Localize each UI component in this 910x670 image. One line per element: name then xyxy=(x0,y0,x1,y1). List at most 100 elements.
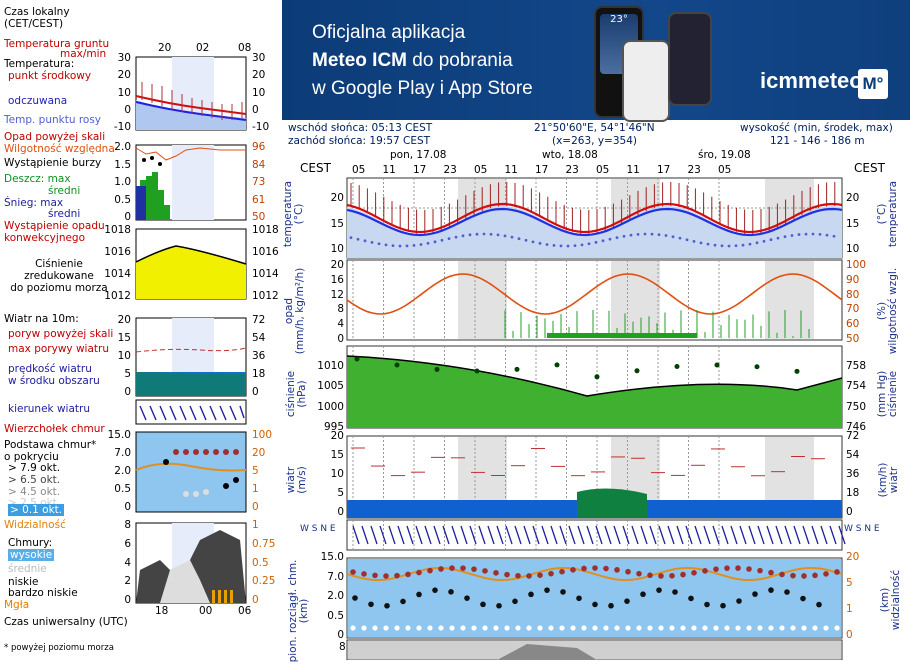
legend-cl-tick-left-2: 4 xyxy=(124,556,131,569)
legend-press-tick-right-3: 1012 xyxy=(252,290,279,302)
cloud-tick-left-3: 0.5 xyxy=(327,609,344,622)
legend-temp-tick-left-1: 20 xyxy=(117,69,131,82)
legend-wind-speed: prędkość wiatru w środku obszaru xyxy=(8,363,100,387)
legend-rain-mean: średni xyxy=(48,185,81,197)
legend-cloud-tick-left-4: 0 xyxy=(124,501,131,513)
legend-cloud-tick-left-3: 0.5 xyxy=(114,483,131,495)
legend-pressure: Ciśnienie zredukowane do poziomu morza xyxy=(10,258,108,294)
precip-tick-right-5: 50 xyxy=(846,333,860,345)
legend-cloud-tick-left-0: 15.0 xyxy=(107,429,131,441)
banner-line3: w Google Play i App Store xyxy=(312,78,533,99)
wind-dir-label-left: W S N E xyxy=(300,524,336,534)
legend-clouds: Chmury: xyxy=(8,537,53,549)
hour-tick-1: 11 xyxy=(382,164,396,176)
legend-cloud-tick-right-0: 100 xyxy=(252,429,273,441)
cloud-tick-right-2: 1 xyxy=(846,603,853,615)
press-tick-right-1: 754 xyxy=(846,380,867,393)
legend-press-tick-right-2: 1014 xyxy=(252,268,279,280)
cloud-tick-right-0: 20 xyxy=(846,551,860,563)
wind-dir-label-right: W S N E xyxy=(844,524,880,534)
precip-tick-right-3: 70 xyxy=(846,303,860,316)
banner-line1: Oficjalna aplikacja xyxy=(312,22,466,43)
legend-footnote: * powyżej poziomu morza xyxy=(4,643,114,653)
temp-tick-right-0: 20 xyxy=(846,192,860,204)
legend-precip-tick-right-3: 61 xyxy=(252,193,266,206)
cloud-tick-right-1: 5 xyxy=(846,577,853,589)
app-promo-banner[interactable]: Oficjalna aplikacja Meteo ICM do pobrani… xyxy=(282,0,910,122)
cloud-axis-left: pion. rozciągł. chm. (km) xyxy=(287,559,310,663)
meteogram xyxy=(346,177,846,660)
legend-temp-tick-right-3: 0 xyxy=(252,103,259,116)
legend-temp-tick-right-2: 10 xyxy=(252,86,266,99)
hour-tick-8: 05 xyxy=(596,164,610,176)
legend-cl-tick-right-1: 0.75 xyxy=(252,537,276,550)
legend-temperature: Temperatura: xyxy=(4,58,75,70)
cloud-axis-right: (km) widzialność xyxy=(879,569,902,631)
legend-cl-tick-right-4: 0 xyxy=(252,594,259,606)
precip-tick-right-4: 60 xyxy=(846,318,860,331)
icmmeteo-logo: icmmeteo xyxy=(760,68,863,93)
legend-hour-00: 00 xyxy=(199,605,213,617)
legend-hour-08: 08 xyxy=(238,42,252,54)
legend-okta-79: > 7.9 okt. xyxy=(8,462,61,474)
press-tick-right-2: 750 xyxy=(846,400,867,413)
legend-max-gusts: max porywy wiatru xyxy=(8,343,110,355)
cloud-tick-left-0: 15.0 xyxy=(320,551,344,563)
legend-storm: Wystąpienie burzy xyxy=(4,157,102,169)
legend-fog: Mgła xyxy=(4,599,30,611)
press-tick-right-0: 758 xyxy=(846,360,867,372)
press-tick-left-0: 1010 xyxy=(317,360,344,372)
wind-tick-right-3: 18 xyxy=(846,487,860,499)
legend-wind-tick-left-3: 5 xyxy=(124,368,131,380)
banner-line2-rest: do pobrania xyxy=(407,50,513,71)
legend-wind-tick-left-4: 0 xyxy=(124,386,131,398)
phone-image-3 xyxy=(668,12,712,106)
legend-wind10: Wiatr na 10m: xyxy=(4,313,79,325)
press-tick-right-3: 746 xyxy=(846,421,867,433)
legend-precip-above: Opad powyżej skali xyxy=(4,131,106,143)
legend-visibility: Widzialność xyxy=(4,519,66,531)
legend-cloud-tick-right-2: 5 xyxy=(252,465,259,477)
precip-tick-left-0: 20 xyxy=(330,259,344,271)
temp-tick-right-1: 15 xyxy=(846,217,860,230)
wind-tick-left-1: 15 xyxy=(330,449,344,461)
legend-wind-dir: kierunek wiatru xyxy=(8,403,90,415)
legend-rel-humidity: Wilgotność względna xyxy=(4,143,115,155)
legend-snow-mean: średni xyxy=(48,208,81,220)
legend-press-tick-left-2: 1014 xyxy=(104,268,131,280)
legend-press-tick-right-0: 1018 xyxy=(252,224,279,236)
legend-wind-tick-left-1: 15 xyxy=(117,332,131,344)
legend-cloud-base: Podstawa chmur* o pokryciu xyxy=(4,439,97,463)
legend-temp-tick-left-4: -10 xyxy=(113,121,131,133)
precip-tick-right-0: 100 xyxy=(846,259,867,271)
wind-tick-left-3: 5 xyxy=(337,487,344,499)
wind-tick-left-2: 10 xyxy=(330,468,344,480)
sunrise-time: wschód słońca: 05:13 CEST xyxy=(288,122,433,134)
banner-app-name: Meteo ICM xyxy=(312,50,407,71)
legend-press-tick-left-1: 1016 xyxy=(104,246,131,258)
day-label-2: wto, 18.08 xyxy=(542,149,598,161)
legend-cloud-tick-left-1: 7.0 xyxy=(114,447,131,459)
legend-cloud-tick-right-1: 20 xyxy=(252,447,266,459)
legend-cloud-low: niskie xyxy=(8,576,39,588)
legend-wind-tick-right-3: 18 xyxy=(252,368,266,380)
legend-precip-tick-right-1: 84 xyxy=(252,158,266,171)
legend-wind-tick-left-0: 20 xyxy=(117,314,131,326)
wind-axis-left: wiatr (m/s) xyxy=(285,466,308,494)
legend-mid-point: punkt środkowy xyxy=(8,70,92,82)
wind-tick-right-1: 54 xyxy=(846,449,860,461)
hour-tick-4: 05 xyxy=(474,164,488,176)
legend-cl-tick-right-2: 0.5 xyxy=(252,556,269,569)
hour-tick-6: 17 xyxy=(535,164,549,176)
legend-press-tick-left-0: 1018 xyxy=(104,224,131,236)
wind-tick-left-4: 0 xyxy=(337,506,344,518)
temp-tick-left-1: 15 xyxy=(330,217,344,230)
legend-okta-65: > 6.5 okt. xyxy=(8,474,61,486)
hour-tick-7: 23 xyxy=(565,164,579,176)
press-tick-left-2: 1000 xyxy=(317,400,344,413)
legend-snow-max: Śnieg: max xyxy=(4,197,64,209)
press-tick-left-1: 1005 xyxy=(317,380,344,393)
hour-tick-0: 05 xyxy=(352,164,366,176)
legend-hour-02: 02 xyxy=(196,42,210,54)
legend-convective: Wystąpienie opadu konwekcyjnego xyxy=(4,220,105,244)
